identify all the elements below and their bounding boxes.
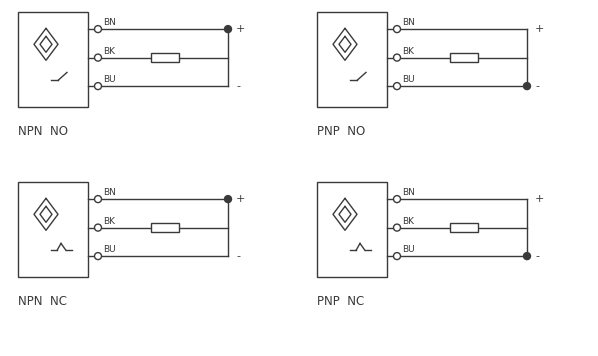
Text: BN: BN bbox=[402, 188, 416, 197]
Circle shape bbox=[393, 54, 401, 61]
Circle shape bbox=[393, 195, 401, 203]
Circle shape bbox=[94, 26, 102, 33]
Text: BN: BN bbox=[103, 188, 117, 197]
Text: -: - bbox=[535, 251, 539, 261]
Text: BN: BN bbox=[402, 18, 416, 27]
Text: BK: BK bbox=[402, 216, 414, 226]
Text: BK: BK bbox=[103, 47, 115, 56]
Circle shape bbox=[94, 54, 102, 61]
Text: NPN  NO: NPN NO bbox=[18, 125, 68, 138]
Circle shape bbox=[393, 253, 401, 260]
Circle shape bbox=[393, 26, 401, 33]
Text: BU: BU bbox=[402, 245, 415, 254]
Circle shape bbox=[94, 195, 102, 203]
Text: -: - bbox=[236, 81, 240, 91]
Circle shape bbox=[94, 83, 102, 90]
Circle shape bbox=[224, 195, 231, 203]
Text: BN: BN bbox=[103, 18, 117, 27]
Text: BU: BU bbox=[402, 75, 415, 84]
Text: +: + bbox=[535, 194, 544, 204]
Text: +: + bbox=[535, 24, 544, 34]
Polygon shape bbox=[450, 223, 478, 232]
Text: PNP  NC: PNP NC bbox=[317, 295, 364, 308]
Circle shape bbox=[523, 83, 530, 90]
Text: BK: BK bbox=[103, 216, 115, 226]
Text: +: + bbox=[236, 24, 245, 34]
Circle shape bbox=[224, 26, 231, 33]
Text: BU: BU bbox=[103, 75, 116, 84]
Text: BK: BK bbox=[402, 47, 414, 56]
Circle shape bbox=[94, 224, 102, 231]
Text: BU: BU bbox=[103, 245, 116, 254]
Text: PNP  NO: PNP NO bbox=[317, 125, 365, 138]
Polygon shape bbox=[151, 223, 179, 232]
Text: +: + bbox=[236, 194, 245, 204]
Circle shape bbox=[523, 253, 530, 260]
Circle shape bbox=[393, 224, 401, 231]
Polygon shape bbox=[151, 53, 179, 62]
Circle shape bbox=[393, 83, 401, 90]
Text: NPN  NC: NPN NC bbox=[18, 295, 67, 308]
Circle shape bbox=[94, 253, 102, 260]
Text: -: - bbox=[236, 251, 240, 261]
Polygon shape bbox=[450, 53, 478, 62]
Text: -: - bbox=[535, 81, 539, 91]
